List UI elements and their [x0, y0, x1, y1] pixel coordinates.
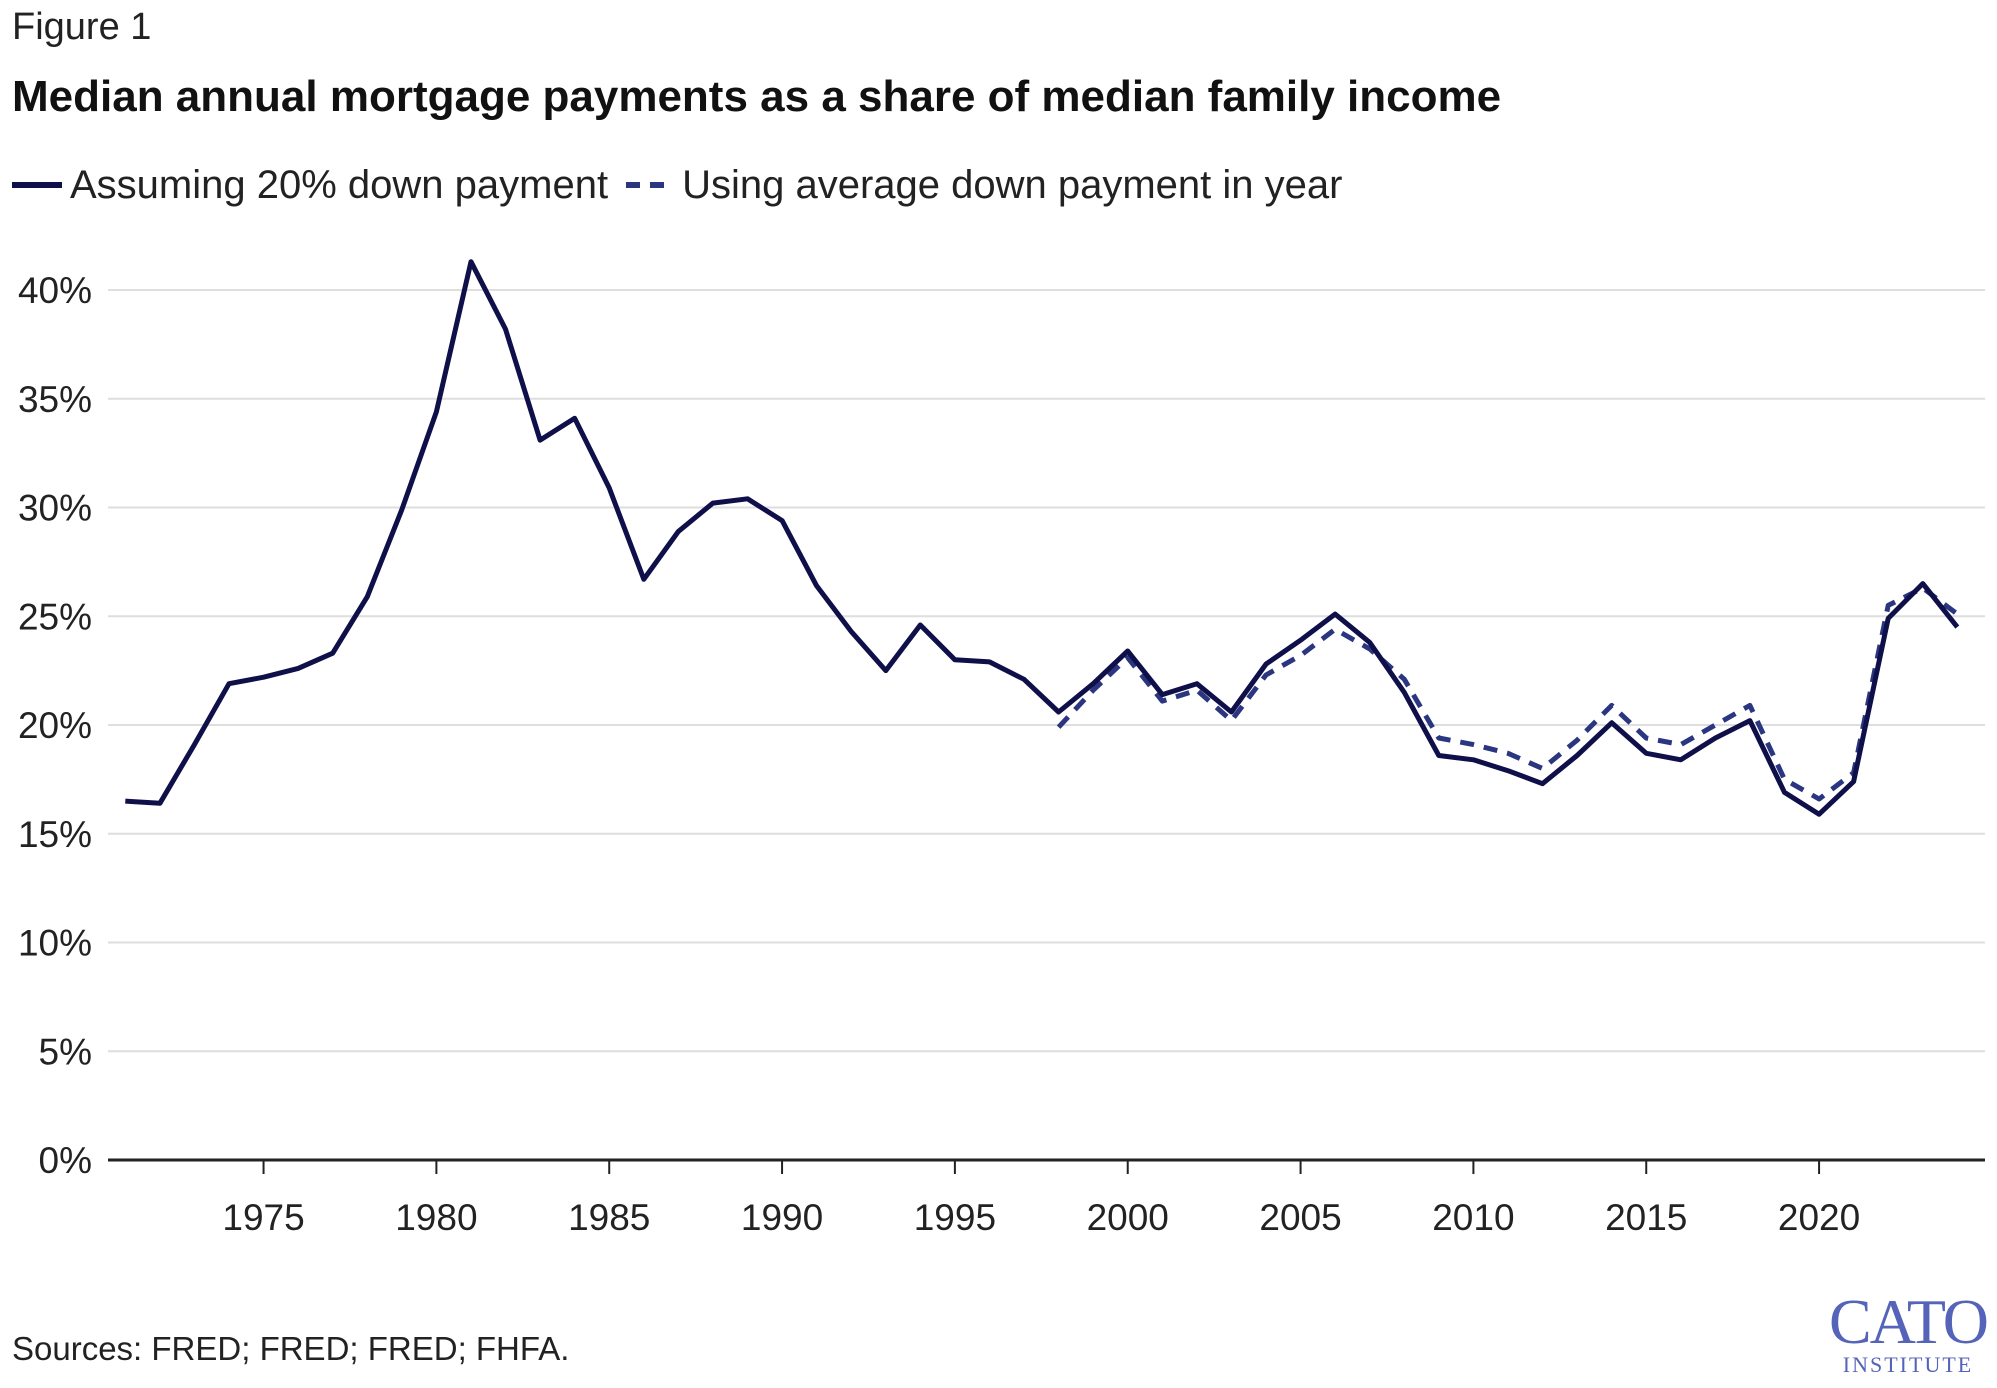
figure-label: Figure 1 [12, 6, 152, 48]
legend-item-series-1: Assuming 20% down payment [12, 163, 608, 208]
series-line-average-down [1056, 585, 1959, 802]
x-tick-label: 1990 [741, 1197, 823, 1238]
x-tick-label: 2015 [1605, 1197, 1687, 1238]
x-tick-label: 1975 [222, 1197, 304, 1238]
source-note: Sources: FRED; FRED; FRED; FHFA. [12, 1330, 570, 1367]
x-tick-label: 2000 [1087, 1197, 1169, 1238]
legend: Assuming 20% down payment Using average … [12, 160, 1358, 210]
y-tick-label: 20% [18, 705, 92, 746]
y-tick-label: 25% [18, 596, 92, 637]
series-line-20pct-down [125, 259, 1960, 817]
x-tick-label: 1980 [395, 1197, 477, 1238]
x-tick-label: 2005 [1259, 1197, 1341, 1238]
y-tick-label: 30% [18, 488, 92, 529]
legend-swatch-solid [12, 182, 62, 188]
y-tick-label: 40% [18, 270, 92, 311]
x-tick-label: 2010 [1432, 1197, 1514, 1238]
x-tick-label: 1995 [914, 1197, 996, 1238]
y-tick-label: 35% [18, 379, 92, 420]
x-tick-label: 1985 [568, 1197, 650, 1238]
logo-wordmark: CATO [1829, 1286, 1989, 1357]
y-tick-label: 10% [18, 923, 92, 964]
cato-logo: CATO INSTITUTE [1829, 1286, 1989, 1377]
chart-title: Median annual mortgage payments as a sha… [12, 72, 1502, 121]
legend-label-series-1: Assuming 20% down payment [70, 162, 609, 207]
y-tick-label: 5% [39, 1031, 92, 1072]
logo-subtitle: INSTITUTE [1842, 1352, 1974, 1377]
x-tick-label: 2020 [1778, 1197, 1860, 1238]
y-tick-label: 15% [18, 814, 92, 855]
y-tick-label: 0% [39, 1140, 92, 1181]
legend-item-series-2: Using average down payment in year [624, 163, 1342, 208]
legend-label-series-2: Using average down payment in year [682, 162, 1343, 207]
legend-swatch-dashed [626, 182, 675, 188]
